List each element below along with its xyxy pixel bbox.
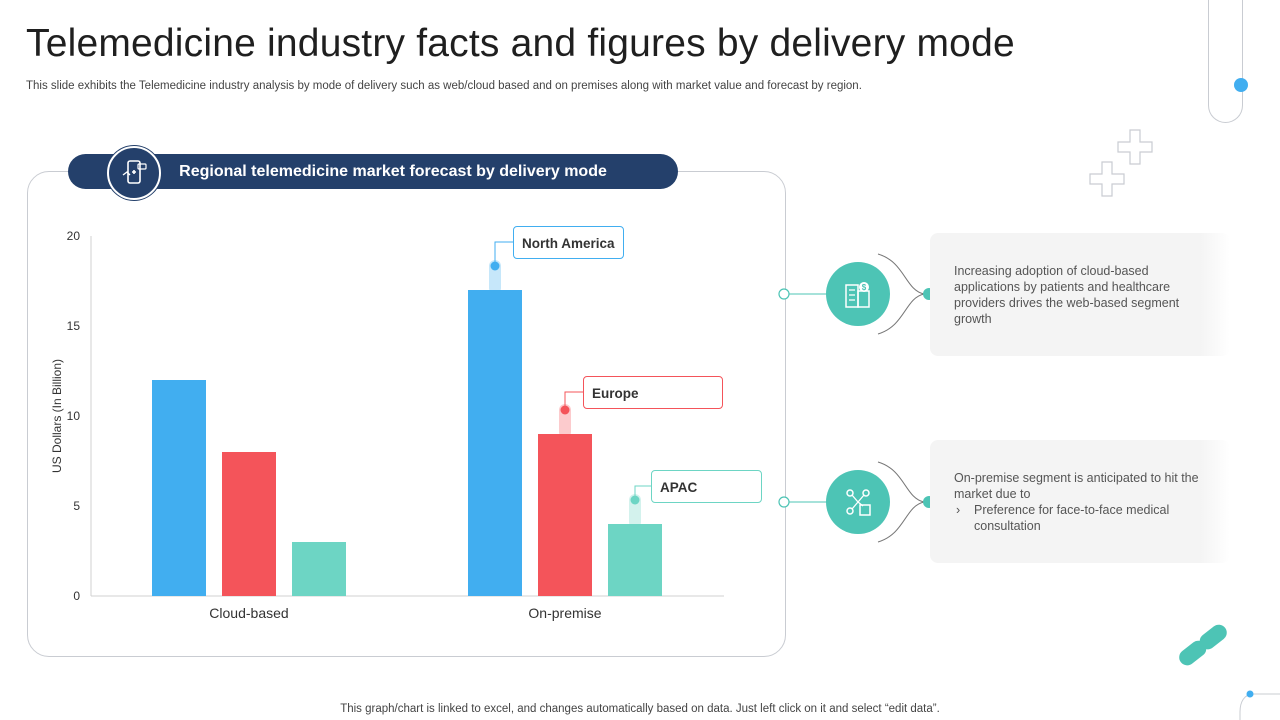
chart-header: Regional telemedicine market forecast by… [68, 154, 678, 189]
x-category-label: Cloud-based [209, 605, 288, 621]
footer-note: This graph/chart is linked to excel, and… [340, 703, 940, 715]
legend-callout-europe: Europe [583, 376, 723, 409]
info-card-cloud: Increasing adoption of cloud-based appli… [930, 233, 1230, 356]
y-tick-label: 0 [73, 589, 80, 603]
bar-north-america-cloud-based [152, 380, 206, 596]
legend-callout-north-america: North America [513, 226, 624, 259]
bar-apac-cloud-based [292, 542, 346, 596]
x-category-label: On-premise [528, 605, 601, 621]
callout-connector [634, 485, 651, 496]
y-tick-label: 20 [67, 229, 81, 243]
info-card-cloud-text: Increasing adoption of cloud-based appli… [954, 264, 1180, 326]
y-tick-label: 5 [73, 499, 80, 513]
callout-marker-dot [490, 261, 500, 271]
bar-north-america-on-premise [468, 290, 522, 596]
network-people-icon [826, 470, 890, 534]
mobile-health-icon [107, 146, 161, 200]
page-title: Telemedicine industry facts and figures … [26, 22, 1015, 65]
bar-europe-on-premise [538, 434, 592, 596]
svg-text:$: $ [862, 283, 867, 292]
bar-apac-on-premise [608, 524, 662, 596]
callout-connector [564, 391, 583, 406]
info-card-on-premise-text: On-premise segment is anticipated to hit… [954, 471, 1199, 501]
y-tick-label: 10 [67, 409, 81, 423]
info-card-on-premise-bullet: Preference for face-to-face medical cons… [954, 502, 1210, 534]
y-tick-label: 15 [67, 319, 81, 333]
y-axis-label: US Dollars (In Billion) [50, 359, 64, 473]
bar-europe-cloud-based [222, 452, 276, 596]
callout-connector [494, 241, 513, 262]
callout-marker-dot [630, 495, 640, 505]
decorative-dot [1234, 78, 1248, 92]
buildings-dollar-icon: $ [826, 262, 890, 326]
decorative-corner-line [1239, 690, 1280, 720]
callout-marker-dot [560, 405, 570, 415]
decorative-hook-line [1208, 0, 1243, 123]
info-card-on-premise: On-premise segment is anticipated to hit… [930, 440, 1230, 563]
page-subtitle: This slide exhibits the Telemedicine ind… [26, 80, 862, 92]
medical-cross-icon [1089, 129, 1153, 197]
pills-icon [1179, 624, 1227, 666]
legend-callout-apac: APAC [651, 470, 762, 503]
